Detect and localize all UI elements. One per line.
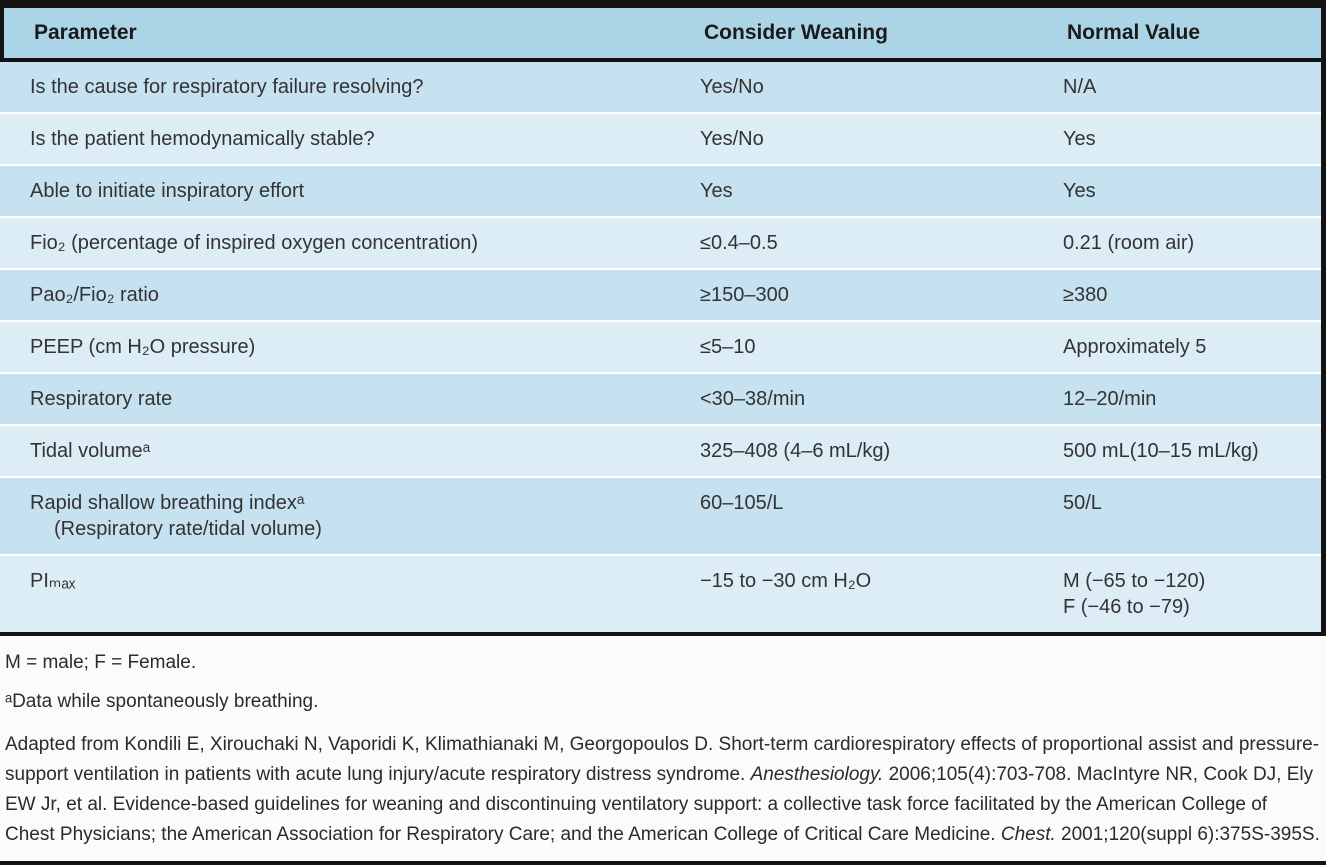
cell-consider-weaning: Yes [700, 180, 733, 202]
cell-parameter: PIₘₐₓ [30, 570, 76, 592]
cell-parameter: Is the patient hemodynamically stable? [30, 128, 375, 150]
cell-consider-weaning: <30–38/min [700, 388, 806, 410]
cell-line-2: (Respiratory rate/tidal volume) [54, 518, 322, 540]
table-row-pimax: PIₘₐₓ −15 to −30 cm H₂O M (−65 to −120) … [0, 556, 1321, 632]
citation-text: 2001;120(suppl 6):375S-395S. [1055, 824, 1320, 845]
table-row-peep: PEEP (cm H₂O pressure) ≤5–10 Approximate… [0, 322, 1321, 372]
cell-normal-value: ≥380 [1063, 284, 1108, 306]
cell-normal-value: Yes [1063, 128, 1096, 150]
table-row-fio2: Fio₂ (percentage of inspired oxygen conc… [0, 218, 1321, 268]
table-row-respiratory-failure-resolving: Is the cause for respiratory failure res… [0, 62, 1321, 112]
table-body: Is the cause for respiratory failure res… [0, 62, 1321, 636]
cell-normal-value: N/A [1063, 76, 1097, 98]
cell-consider-weaning: 325–408 (4–6 mL/kg) [700, 440, 891, 462]
table-row-initiate-inspiratory-effort: Able to initiate inspiratory effort Yes … [0, 166, 1321, 216]
cell-consider-weaning: ≤5–10 [700, 336, 756, 358]
cell-line-1: M (−65 to −120) [1063, 570, 1206, 592]
footnotes-section: M = male; F = Female. ᵃData while sponta… [0, 636, 1326, 850]
citation-journal-chest: Chest. [1000, 824, 1056, 845]
column-header-consider-weaning: Consider Weaning [704, 21, 888, 44]
table-row-pao2-fio2-ratio: Pao₂/Fio₂ ratio ≥150–300 ≥380 [0, 270, 1321, 320]
cell-line-2: F (−46 to −79) [1063, 596, 1190, 618]
table-header-row: Parameter Consider Weaning Normal Value [0, 8, 1321, 62]
cell-normal-value: 50/L [1063, 492, 1102, 514]
cell-normal-value: 0.21 (room air) [1063, 232, 1195, 254]
citation-text: Adapted from Kondili E, Xirouchaki N, Va… [5, 734, 1320, 785]
cell-normal-value: Approximately 5 [1063, 336, 1207, 358]
table-row-respiratory-rate: Respiratory rate <30–38/min 12–20/min [0, 374, 1321, 424]
footnote-legend: M = male; F = Female. [5, 652, 197, 673]
table-row-rapid-shallow-breathing-index: Rapid shallow breathing indexᵃ (Respirat… [0, 478, 1321, 554]
cell-parameter: Is the cause for respiratory failure res… [30, 76, 424, 98]
cell-consider-weaning: 60–105/L [700, 492, 784, 514]
cell-parameter: Rapid shallow breathing indexᵃ (Respirat… [0, 478, 700, 554]
cell-normal-value: Yes [1063, 180, 1096, 202]
cell-parameter: Pao₂/Fio₂ ratio [30, 284, 159, 306]
cell-consider-weaning: −15 to −30 cm H₂O [700, 570, 872, 592]
footnote-citation: Adapted from Kondili E, Xirouchaki N, Va… [5, 730, 1320, 850]
citation-journal-anesthesiology: Anesthesiology. [750, 764, 884, 785]
column-header-parameter: Parameter [34, 21, 137, 44]
column-header-normal-value: Normal Value [1067, 21, 1201, 44]
cell-consider-weaning: Yes/No [700, 128, 764, 150]
cell-consider-weaning: Yes/No [700, 76, 764, 98]
cell-consider-weaning: ≥150–300 [700, 284, 789, 306]
cell-normal-value: 12–20/min [1063, 388, 1157, 410]
cell-line-1: Rapid shallow breathing indexᵃ [30, 492, 305, 514]
table-row-hemodynamically-stable: Is the patient hemodynamically stable? Y… [0, 114, 1321, 164]
citation-text: 2006;105(4):703-708. MacIntyre NR, Cook … [5, 764, 1314, 845]
cell-normal-value: M (−65 to −120) F (−46 to −79) [1063, 556, 1321, 632]
cell-normal-value: 500 mL(10–15 mL/kg) [1063, 440, 1259, 462]
cell-consider-weaning: ≤0.4–0.5 [700, 232, 778, 254]
table-row-tidal-volume: Tidal volumeᵃ 325–408 (4–6 mL/kg) 500 mL… [0, 426, 1321, 476]
cell-parameter: Respiratory rate [30, 388, 173, 410]
footnote-a: ᵃData while spontaneously breathing. [5, 691, 319, 712]
weaning-parameters-table: Parameter Consider Weaning Normal Value … [0, 0, 1326, 636]
cell-parameter: PEEP (cm H₂O pressure) [30, 336, 256, 358]
cell-parameter: Tidal volumeᵃ [30, 440, 151, 462]
cell-parameter: Able to initiate inspiratory effort [30, 180, 305, 202]
cell-parameter: Fio₂ (percentage of inspired oxygen conc… [30, 232, 479, 254]
